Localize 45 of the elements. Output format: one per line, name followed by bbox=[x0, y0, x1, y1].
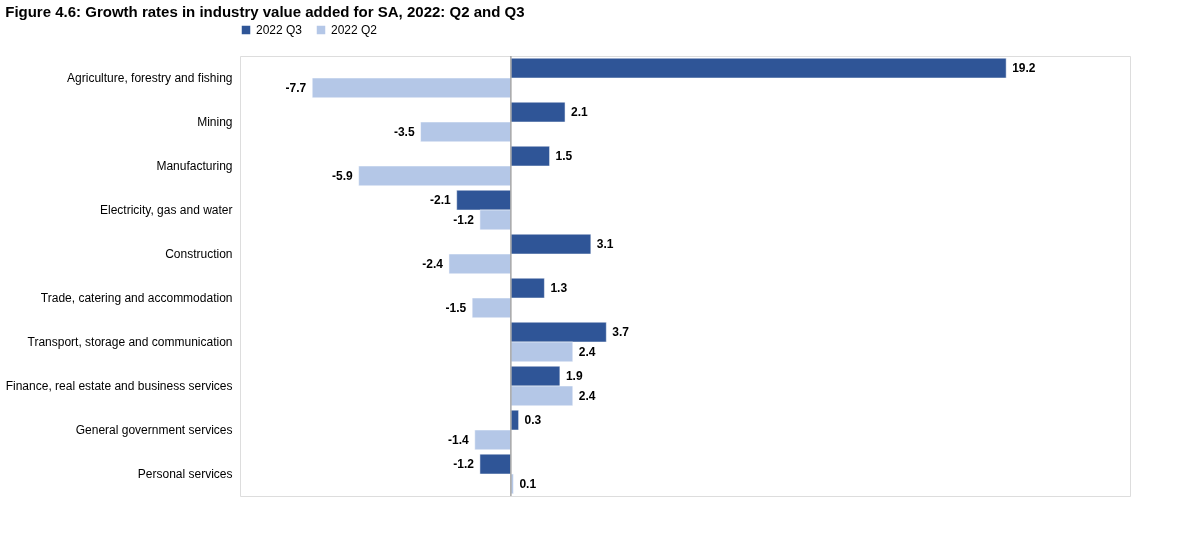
y-tick-label: Transport, storage and communication bbox=[27, 335, 233, 349]
legend-label: 2022 Q3 bbox=[256, 23, 303, 37]
data-label: -1.2 bbox=[453, 212, 475, 227]
data-label: 0.1 bbox=[519, 476, 537, 491]
data-label: 2.1 bbox=[571, 105, 589, 120]
y-tick-label: Manufacturing bbox=[156, 159, 233, 173]
bar bbox=[420, 121, 512, 143]
data-label: -3.5 bbox=[393, 124, 415, 139]
bar bbox=[311, 77, 512, 99]
data-label: -2.4 bbox=[422, 256, 444, 271]
bar bbox=[358, 165, 512, 187]
data-label: -1.5 bbox=[445, 300, 467, 315]
data-label: 0.3 bbox=[524, 413, 542, 428]
y-tick-label: Trade, catering and accommodation bbox=[40, 291, 233, 305]
data-label: 19.2 bbox=[1012, 61, 1036, 76]
data-label: -7.7 bbox=[285, 80, 307, 95]
y-tick-label: Construction bbox=[165, 247, 233, 261]
bar bbox=[510, 145, 550, 167]
y-tick-label: General government services bbox=[75, 423, 233, 437]
y-tick-label: Finance, real estate and business services bbox=[5, 379, 233, 393]
bar bbox=[510, 57, 1007, 79]
data-label: 1.5 bbox=[555, 149, 573, 164]
data-label: 2.4 bbox=[578, 344, 596, 359]
bar bbox=[474, 429, 512, 451]
data-label: -1.4 bbox=[448, 432, 470, 447]
data-label: 3.7 bbox=[612, 325, 630, 340]
data-label: -2.1 bbox=[430, 193, 452, 208]
data-label: 2.4 bbox=[578, 388, 596, 403]
data-label: 3.1 bbox=[596, 237, 614, 252]
y-tick-label: Personal services bbox=[137, 467, 233, 481]
data-label: 1.9 bbox=[565, 369, 583, 384]
bar bbox=[448, 253, 512, 275]
bar bbox=[479, 453, 512, 475]
bar bbox=[471, 297, 512, 319]
data-label: -1.2 bbox=[453, 457, 475, 472]
data-label: 1.3 bbox=[550, 281, 568, 296]
bar bbox=[510, 101, 566, 123]
bar bbox=[510, 233, 592, 255]
y-tick-label: Electricity, gas and water bbox=[100, 203, 233, 217]
legend-label: 2022 Q2 bbox=[331, 23, 378, 37]
data-label: -5.9 bbox=[331, 168, 353, 183]
y-tick-label: Agriculture, forestry and fishing bbox=[67, 71, 233, 85]
chart-title: Figure 4.6: Growth rates in industry value added for SA, 2022: Q2 and Q3 bbox=[5, 3, 525, 20]
y-tick-label: Mining bbox=[197, 115, 233, 129]
bar bbox=[510, 277, 545, 299]
